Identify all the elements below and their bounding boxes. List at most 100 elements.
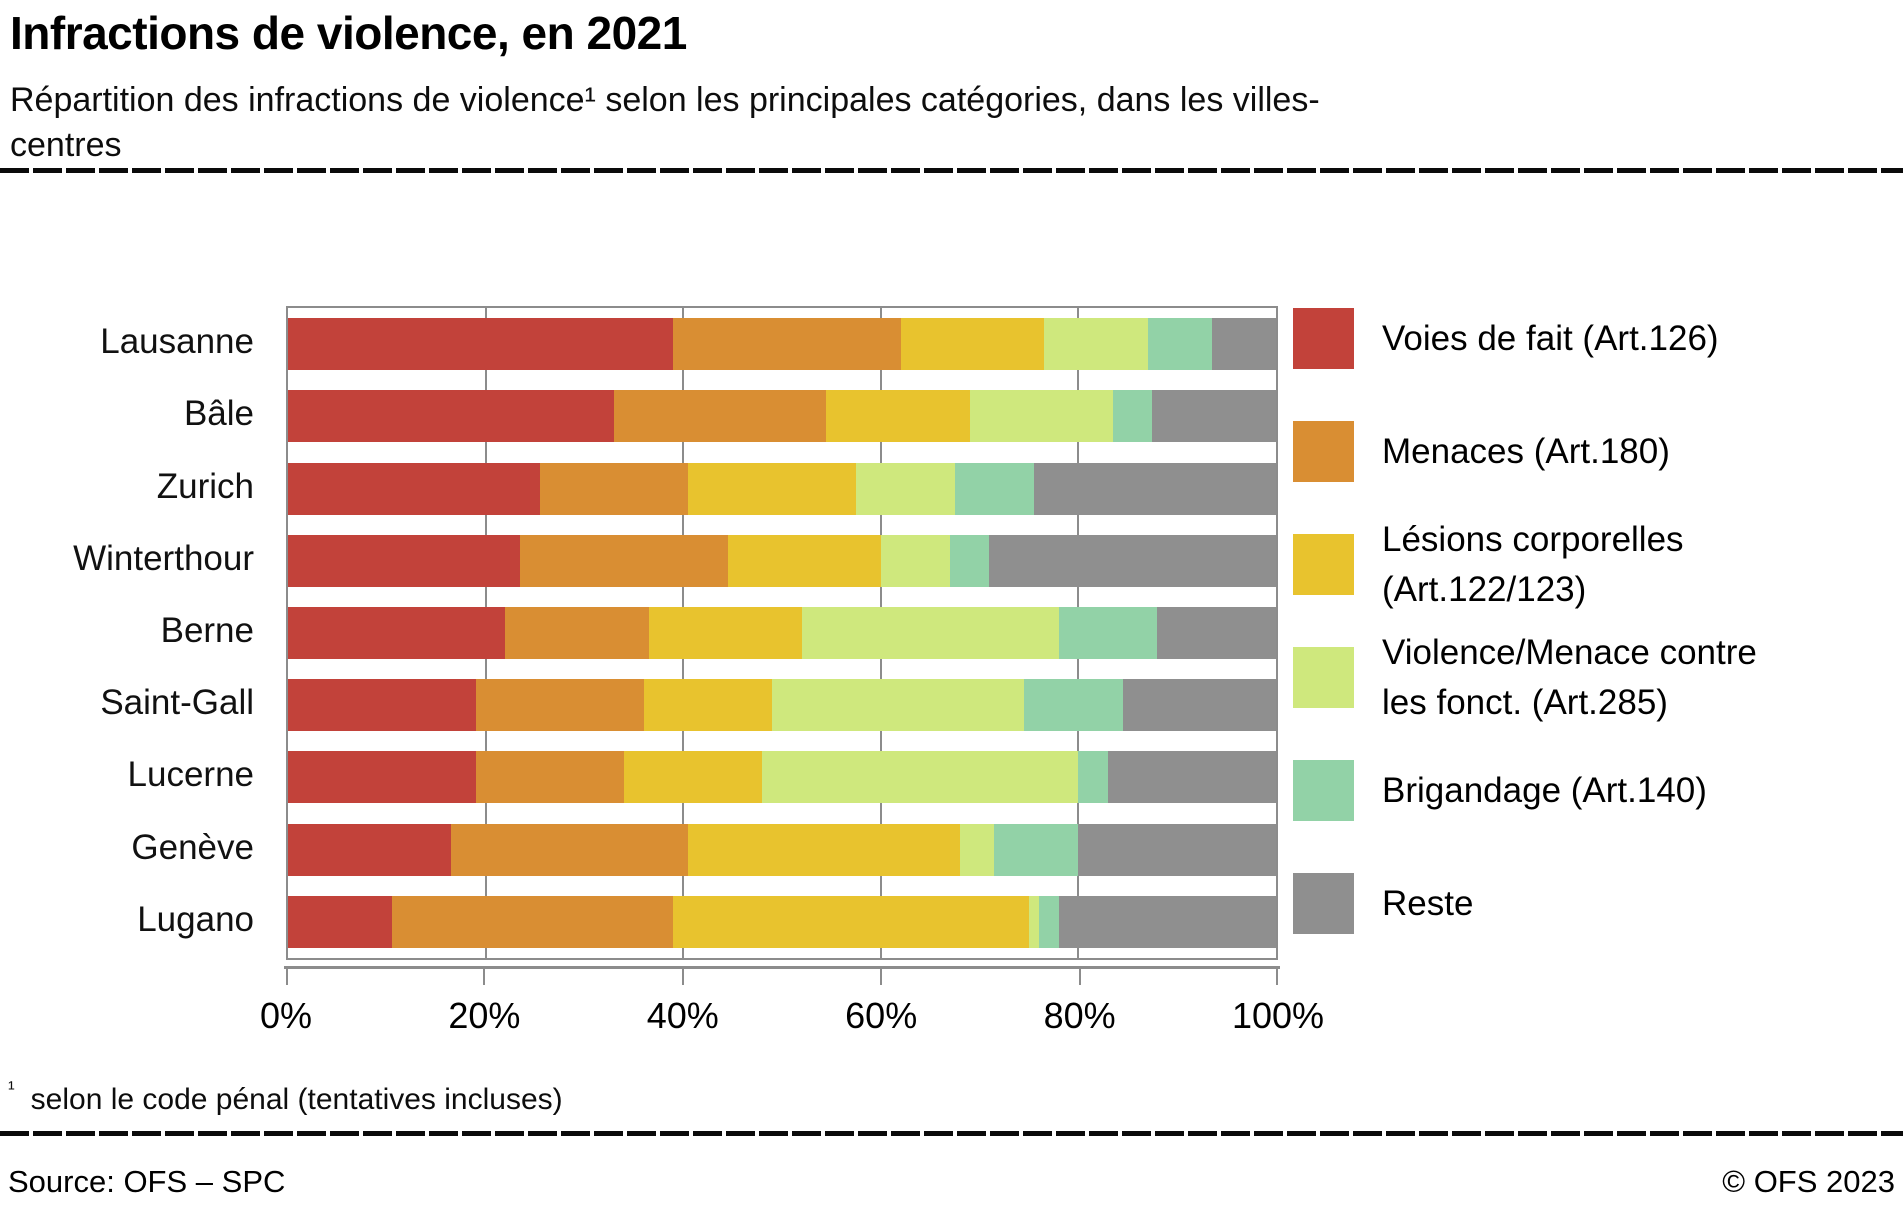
legend-label: Voies de fait (Art.126): [1382, 318, 1719, 358]
x-tick-label: 40%: [646, 995, 719, 1036]
category-label: Saint-Gall: [100, 683, 254, 723]
bar-segment: [994, 823, 1079, 876]
x-tick: [681, 966, 684, 985]
bar-segment: [1058, 607, 1158, 659]
footnote: ¹ selon le code pénal (tentatives incluse…: [8, 1078, 563, 1117]
category-label: Genève: [131, 827, 254, 867]
bar-segment: [826, 390, 970, 443]
bar-segment: [1211, 318, 1276, 371]
legend-swatch: [1293, 647, 1354, 708]
legend-swatch: [1293, 421, 1354, 482]
bar-segment: [856, 462, 955, 515]
bar-segment: [1033, 462, 1276, 515]
legend-label: Violence/Menace contre les fonct. (Art.28…: [1382, 632, 1757, 722]
legend-item: Reste: [1293, 873, 1893, 934]
legend-swatch: [1293, 760, 1354, 821]
copyright-text: © OFS 2023: [1722, 1164, 1895, 1199]
bar-segment: [1157, 607, 1276, 659]
legend-item: Menaces (Art.180): [1293, 421, 1893, 482]
bar-segment: [475, 679, 644, 732]
bar-segment: [880, 534, 950, 587]
bar-row-zurich: [288, 462, 1276, 515]
plot-area: [286, 306, 1278, 960]
x-axis-ticks: [286, 966, 1278, 986]
bar-segment: [288, 895, 392, 948]
bar-segment: [673, 318, 901, 371]
x-tick: [483, 966, 486, 985]
bar-segment: [949, 534, 990, 587]
category-label: Bâle: [183, 394, 254, 434]
bar-segment: [391, 895, 674, 948]
bar-segment: [505, 607, 649, 659]
legend-swatch: [1293, 534, 1354, 595]
bar-row-b-le: [288, 390, 1276, 443]
header-divider: [0, 168, 1903, 173]
footnote-text: selon le code pénal (tentatives incluses…: [30, 1083, 563, 1116]
legend-item: Violence/Menace contre les fonct. (Art.28…: [1293, 633, 1893, 722]
x-tick-label: 60%: [845, 995, 918, 1036]
bar-row-lugano: [288, 895, 1276, 948]
legend-swatch: [1293, 873, 1354, 934]
x-tick: [1078, 966, 1081, 985]
bar-segment: [959, 823, 995, 876]
bar-segment: [288, 679, 476, 732]
bar-segment: [520, 534, 728, 587]
bar-segment: [1147, 318, 1212, 371]
bar-segment: [1058, 895, 1276, 948]
bar-row-saint-gall: [288, 679, 1276, 732]
bar-segment: [989, 534, 1276, 587]
bar-segment: [648, 607, 802, 659]
x-tick-label: 0%: [259, 995, 313, 1036]
legend-label: Brigandage (Art.140): [1382, 770, 1707, 810]
bar-segment: [900, 318, 1044, 371]
chart-legend: Voies de fait (Art.126) Menaces (Art.180)…: [1293, 308, 1893, 986]
bar-segment: [688, 462, 857, 515]
page-title: Infractions de violence, en 2021: [10, 7, 687, 59]
bar-segment: [288, 823, 452, 876]
x-tick-label: 20%: [448, 995, 521, 1036]
legend-swatch: [1293, 308, 1354, 369]
bar-segment: [451, 823, 689, 876]
bar-segment: [727, 534, 881, 587]
x-tick-label: 80%: [1043, 995, 1116, 1036]
bar-segment: [1152, 390, 1276, 443]
source-text: Source: OFS – SPC: [8, 1164, 286, 1199]
bar-segment: [614, 390, 827, 443]
bar-segment: [954, 462, 1034, 515]
bar-segment: [969, 390, 1113, 443]
bar-segment: [1078, 823, 1276, 876]
bar-segment: [539, 462, 689, 515]
legend-item: Lésions corporelles (Art.122/123): [1293, 520, 1893, 609]
legend-label: Menaces (Art.180): [1382, 431, 1670, 471]
chart-subtitle: Répartition des infractions de violence¹…: [10, 81, 1320, 164]
bar-row-lausanne: [288, 318, 1276, 371]
x-tick-label: 100%: [1231, 995, 1325, 1036]
legend-label: Lésions corporelles (Art.122/123): [1382, 519, 1684, 609]
bar-segment: [1112, 390, 1153, 443]
bar-segment: [801, 607, 1059, 659]
category-label: Zurich: [156, 466, 254, 506]
category-label: Berne: [160, 611, 254, 650]
bar-segment: [1038, 895, 1059, 948]
legend-item: Brigandage (Art.140): [1293, 760, 1893, 821]
bar-segment: [673, 895, 1029, 948]
category-label: Lausanne: [100, 322, 254, 362]
bar-segment: [475, 751, 624, 804]
x-tick: [880, 966, 883, 985]
bar-row-winterthour: [288, 534, 1276, 587]
bar-segment: [643, 679, 773, 732]
footer-divider: [0, 1131, 1903, 1136]
bar-segment: [762, 751, 1079, 804]
x-tick: [286, 966, 288, 985]
bar-row-berne: [288, 607, 1276, 659]
bar-row-gen-ve: [288, 823, 1276, 876]
bar-segment: [288, 390, 615, 443]
bar-segment: [1108, 751, 1276, 804]
x-axis-line: [284, 966, 1280, 969]
bar-segment: [288, 318, 674, 371]
bar-segment: [288, 534, 521, 587]
bar-row-lucerne: [288, 751, 1276, 804]
bar-segment: [288, 462, 540, 515]
bar-segment: [288, 751, 476, 804]
category-label: Lucerne: [127, 755, 254, 795]
